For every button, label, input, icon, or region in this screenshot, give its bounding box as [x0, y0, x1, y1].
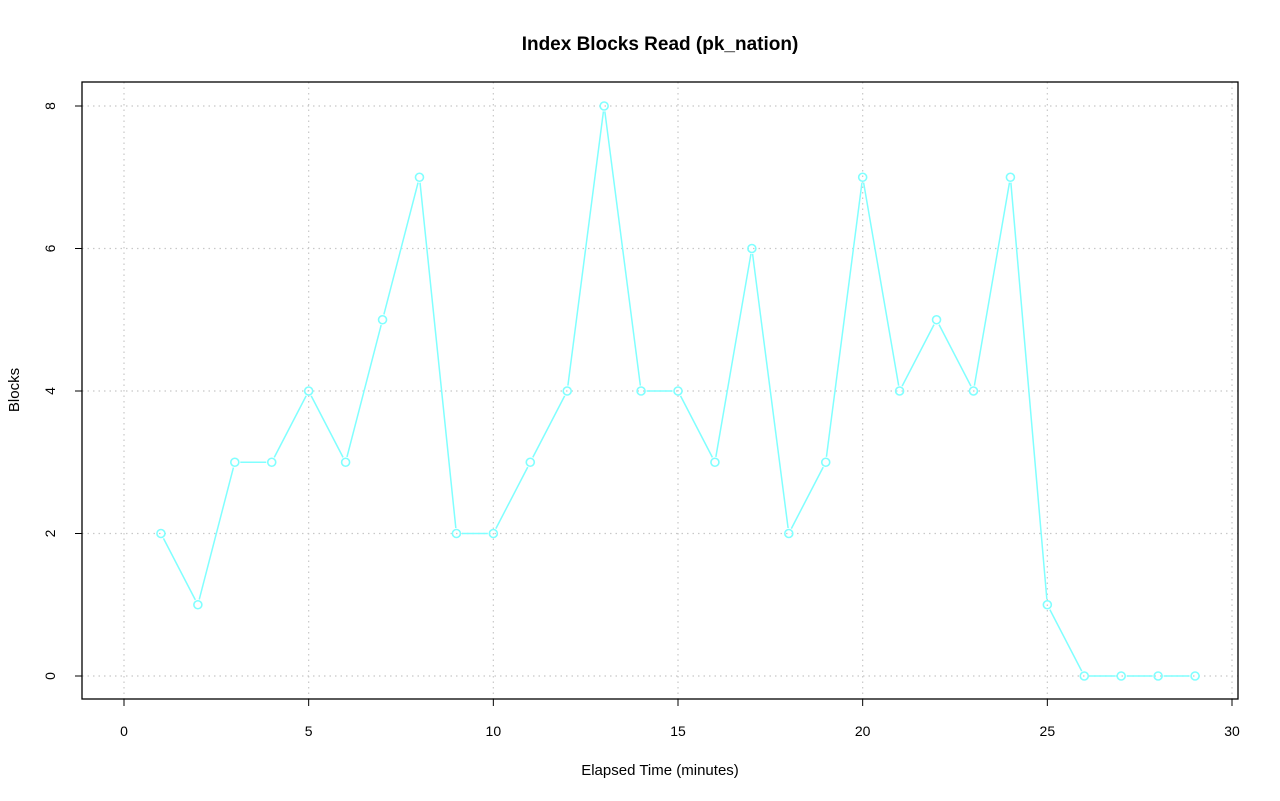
data-point [968, 386, 979, 396]
series-line-segment [273, 395, 307, 458]
series-line-segment [532, 395, 566, 458]
series-line-segment [495, 466, 529, 529]
series-line-segment [679, 395, 714, 458]
series-line-segment [346, 324, 382, 458]
data-point [894, 386, 905, 396]
series-line-segment [751, 253, 789, 529]
data-point [599, 101, 609, 111]
series-line-segment [715, 253, 752, 457]
series-line-segment [567, 111, 605, 386]
series-line-segment [1049, 609, 1083, 672]
x-tick-label: 25 [1040, 723, 1056, 739]
data-point [266, 457, 277, 468]
data-point [156, 528, 166, 539]
x-tick-label: 20 [855, 723, 871, 739]
series-line-segment [198, 467, 235, 600]
data-point [451, 528, 462, 539]
data-point [303, 386, 314, 396]
series-line-segment [825, 182, 863, 457]
y-tick-label: 0 [42, 672, 58, 680]
series-layer [156, 101, 1200, 681]
series-line-segment [162, 538, 197, 601]
series-line-segment [973, 182, 1011, 386]
y-tick-label: 6 [42, 244, 58, 252]
data-point [783, 528, 794, 539]
series-line-segment [901, 324, 935, 387]
data-point [1079, 671, 1090, 681]
data-point [747, 243, 757, 254]
series-line-segment [419, 182, 457, 529]
x-tick-label: 10 [486, 723, 502, 739]
data-point [525, 457, 536, 468]
x-tick-label: 30 [1224, 723, 1240, 739]
series-line-segment [862, 182, 900, 386]
axes: 0 5 10 15 20 25 30 0 2 4 6 8 [42, 102, 1240, 739]
grid [82, 82, 1238, 699]
series-line-segment [604, 111, 642, 386]
data-point [414, 172, 425, 183]
x-axis-label: Elapsed Time (minutes) [581, 762, 739, 779]
data-point [1153, 671, 1163, 681]
data-point [230, 457, 240, 468]
data-point [673, 386, 683, 396]
y-axis-label: Blocks [6, 368, 23, 412]
data-point [1042, 599, 1053, 610]
y-tick-label: 8 [42, 102, 58, 110]
data-point [340, 457, 351, 468]
data-point [488, 528, 499, 539]
data-point [857, 172, 868, 183]
x-tick-label: 0 [120, 723, 128, 739]
data-point [193, 599, 203, 610]
data-point [820, 457, 831, 468]
series-line-segment [938, 324, 972, 387]
series-line-segment [383, 182, 419, 315]
y-tick-label: 4 [42, 387, 58, 395]
data-point [931, 314, 942, 325]
data-point [1190, 671, 1200, 681]
data-point [1116, 671, 1126, 681]
data-point [710, 457, 720, 468]
x-tick-label: 15 [670, 723, 686, 739]
series-line-segment [1010, 182, 1048, 600]
chart-title: Index Blocks Read (pk_nation) [522, 34, 799, 55]
data-point [636, 386, 646, 396]
series-line-segment [310, 395, 344, 458]
data-point [562, 386, 573, 396]
x-tick-label: 5 [305, 723, 313, 739]
data-point [377, 314, 388, 325]
y-tick-label: 2 [42, 529, 58, 537]
data-point [1005, 172, 1016, 183]
series-line-segment [790, 466, 824, 529]
